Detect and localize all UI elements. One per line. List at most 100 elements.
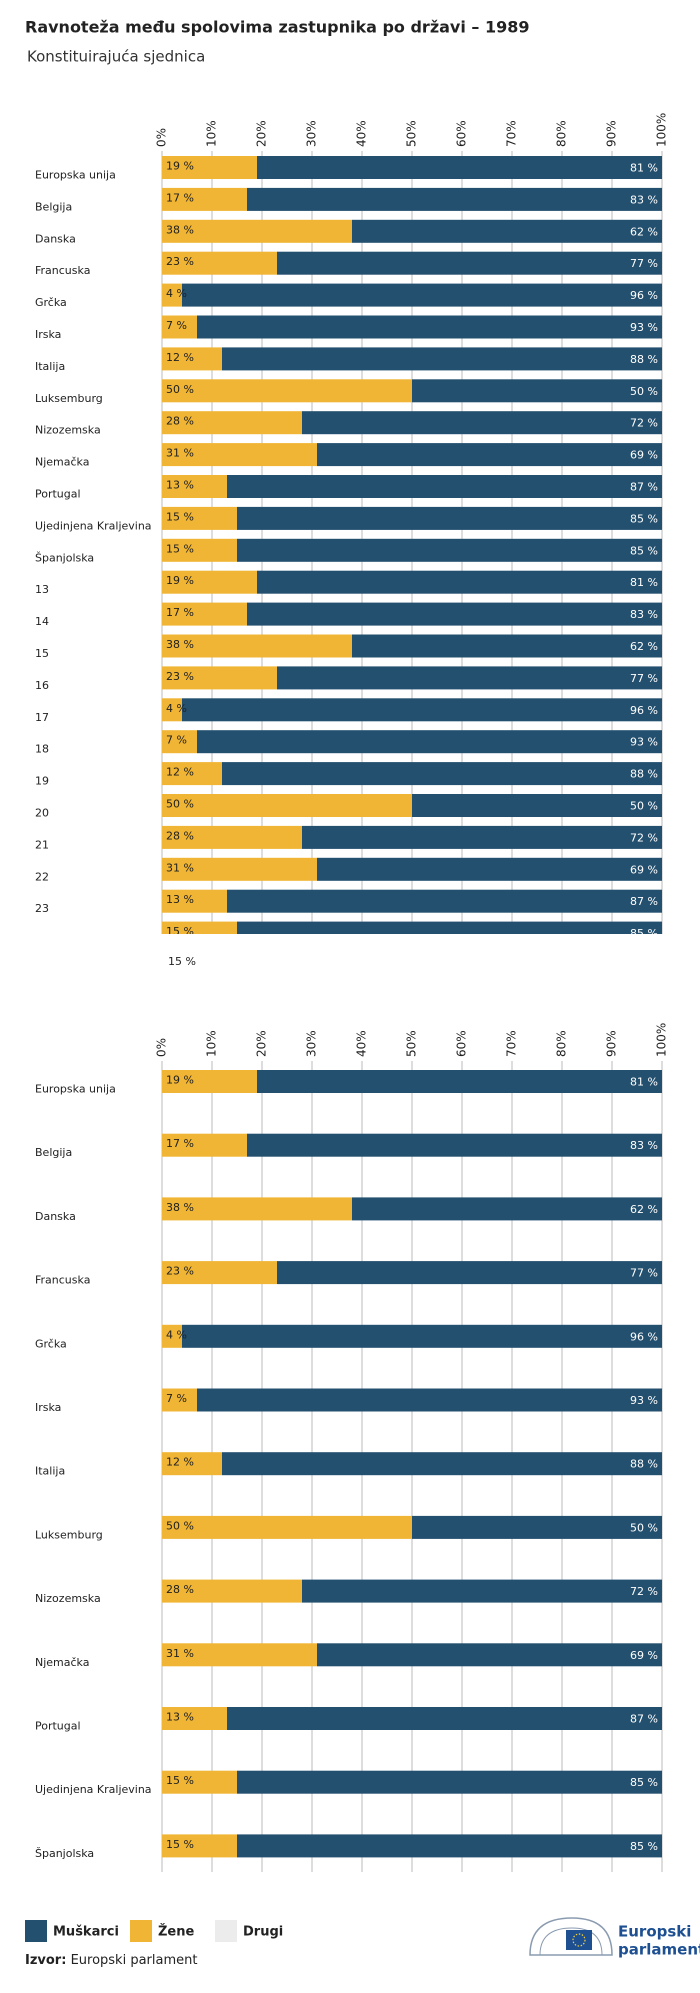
logo-text: Europski bbox=[618, 1923, 691, 1941]
bar-segment bbox=[162, 825, 302, 849]
x-tick-label: 80% bbox=[555, 120, 569, 147]
x-tick-label: 70% bbox=[505, 120, 519, 147]
value-label: 85 % bbox=[630, 544, 658, 557]
category-label: Grčka bbox=[35, 296, 67, 309]
bar-segment bbox=[182, 1324, 662, 1348]
bar-segment bbox=[302, 411, 662, 435]
bar-segment bbox=[182, 283, 662, 307]
category-label: Španjolska bbox=[35, 1847, 94, 1860]
bar-segment bbox=[162, 1388, 197, 1412]
value-label: 62 % bbox=[630, 225, 658, 238]
value-label: 28 % bbox=[166, 829, 194, 842]
bar-segment bbox=[227, 1707, 662, 1730]
value-label: 7 % bbox=[166, 1392, 187, 1405]
bar-segment bbox=[317, 857, 662, 881]
bar-segment bbox=[412, 379, 662, 403]
value-label: 77 % bbox=[630, 257, 658, 270]
value-label: 15 % bbox=[166, 1774, 194, 1787]
category-label: Španjolska bbox=[35, 551, 94, 564]
value-label: 19 % bbox=[166, 574, 194, 587]
bar-segment bbox=[247, 602, 662, 626]
value-label: 83 % bbox=[630, 1139, 658, 1152]
value-label: 13 % bbox=[166, 893, 194, 906]
category-label: Belgija bbox=[35, 200, 72, 213]
value-label: 12 % bbox=[166, 766, 194, 779]
bar-segment bbox=[162, 1324, 182, 1348]
category-label: 16 bbox=[35, 679, 49, 692]
x-tick-label: 20% bbox=[255, 120, 269, 147]
bar-segment bbox=[237, 506, 662, 530]
value-label: 77 % bbox=[630, 1267, 658, 1280]
bar-segment bbox=[162, 762, 222, 786]
plot: Europska unija 19 % 81 % Belgija 17 % 83 % Dan… bbox=[35, 1061, 663, 1872]
x-tick-label: 90% bbox=[605, 120, 619, 147]
x-tick-label: 40% bbox=[355, 1030, 369, 1057]
bar-segment bbox=[162, 347, 222, 371]
category-label: 15 bbox=[35, 647, 49, 660]
legend-label: Drugi bbox=[243, 1925, 283, 1940]
category-label: Irska bbox=[35, 328, 61, 341]
value-label: 23 % bbox=[166, 1265, 194, 1278]
category-label: Portugal bbox=[35, 488, 81, 501]
value-label: 50 % bbox=[166, 1519, 194, 1532]
bar-segment bbox=[162, 1707, 227, 1730]
x-tick-label: 80% bbox=[555, 1030, 569, 1057]
value-label: 19 % bbox=[166, 1074, 194, 1087]
x-tick-label: 50% bbox=[405, 120, 419, 147]
bar-segment bbox=[162, 794, 412, 817]
value-label: 50 % bbox=[166, 383, 194, 396]
bar-segment bbox=[277, 666, 662, 690]
bar-segment bbox=[352, 219, 662, 243]
value-label: 38 % bbox=[166, 638, 194, 651]
bar-segment bbox=[247, 187, 662, 211]
bar-segment bbox=[227, 889, 662, 913]
value-label: 4 % bbox=[166, 1328, 187, 1341]
value-label: 81 % bbox=[630, 1076, 658, 1089]
bar-segment bbox=[162, 730, 197, 754]
value-label: 96 % bbox=[630, 1330, 658, 1343]
value-label: 72 % bbox=[630, 1585, 658, 1598]
value-label: 88 % bbox=[630, 768, 658, 781]
legend-swatch bbox=[215, 1920, 237, 1942]
value-label: 85 % bbox=[630, 1840, 658, 1853]
value-label: 13 % bbox=[166, 479, 194, 492]
value-label: 93 % bbox=[630, 1394, 658, 1407]
bar-segment bbox=[237, 1770, 662, 1794]
bar-segment bbox=[227, 475, 662, 498]
bar-segment bbox=[162, 666, 277, 690]
bar-segment bbox=[162, 283, 182, 307]
category-label: 20 bbox=[35, 807, 49, 820]
value-label: 28 % bbox=[166, 415, 194, 428]
x-tick-label: 50% bbox=[405, 1030, 419, 1057]
value-label: 50 % bbox=[166, 798, 194, 811]
x-tick-label: 20% bbox=[255, 1030, 269, 1057]
source: Izvor: Europski parlament bbox=[25, 1953, 197, 1968]
bar-segment bbox=[162, 187, 247, 211]
category-label: Ujedinjena Kraljevina bbox=[35, 519, 152, 532]
value-label: 69 % bbox=[630, 449, 658, 462]
category-label: Irska bbox=[35, 1401, 61, 1414]
value-label: 38 % bbox=[166, 1201, 194, 1214]
bar-segment bbox=[412, 794, 662, 817]
value-label: 77 % bbox=[630, 672, 658, 685]
legend-swatch bbox=[25, 1920, 47, 1942]
value-label: 31 % bbox=[166, 447, 194, 460]
value-label: 88 % bbox=[630, 353, 658, 366]
value-label: 83 % bbox=[630, 608, 658, 621]
bar-segment bbox=[162, 156, 257, 179]
bar-segment bbox=[257, 1070, 662, 1093]
value-label: 96 % bbox=[630, 289, 658, 302]
category-label: 22 bbox=[35, 870, 49, 883]
category-label: Luksemburg bbox=[35, 1528, 103, 1541]
value-label: 19 % bbox=[166, 160, 194, 173]
value-label: 81 % bbox=[630, 162, 658, 175]
category-label: Francuska bbox=[35, 1274, 90, 1287]
bar-segment bbox=[162, 315, 197, 339]
bar-segment bbox=[222, 762, 662, 786]
category-label: Nizozemska bbox=[35, 424, 101, 437]
value-label: 12 % bbox=[166, 351, 194, 364]
bar-segment bbox=[162, 1770, 237, 1794]
category-label: 13 bbox=[35, 583, 49, 596]
bar-segment bbox=[162, 570, 257, 594]
bar-segment bbox=[222, 1452, 662, 1476]
